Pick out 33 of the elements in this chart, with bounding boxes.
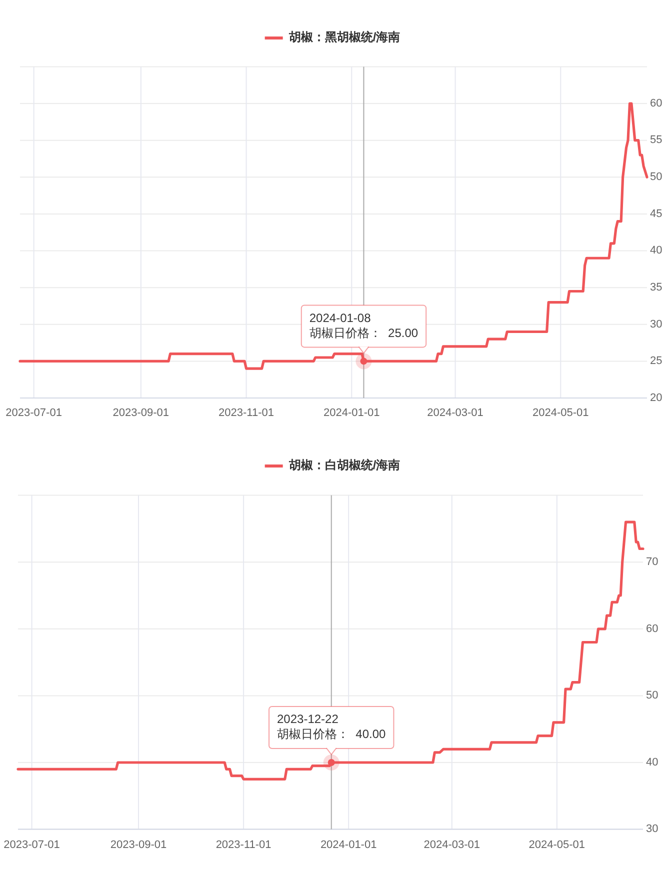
tooltip: 2024-01-08 胡椒日价格： 25.00 xyxy=(300,304,427,370)
legend-label: 胡椒：黑胡椒统/海南 xyxy=(288,30,400,44)
annotation: 2023-12-22 胡椒日价格： 40.00 xyxy=(277,712,386,742)
y-tick-label: 40 xyxy=(650,244,662,257)
x-tick-label: 2024-05-01 xyxy=(528,838,586,851)
x-tick-label: 2023-07-01 xyxy=(4,838,60,851)
y-tick-label: 55 xyxy=(650,134,662,146)
x-tick-label: 2023-11-01 xyxy=(216,838,272,851)
legend: 胡椒：白胡椒统/海南 xyxy=(264,458,400,472)
x-tick-label: 2024-03-01 xyxy=(427,406,484,419)
x-tick-label: 2024-01-01 xyxy=(320,838,377,851)
x-tick-label: 2023-09-01 xyxy=(112,406,170,419)
y-tick-label: 25 xyxy=(650,355,662,368)
y-tick-label: 30 xyxy=(646,823,658,836)
y-tick-label: 50 xyxy=(650,171,662,184)
y-tick-label: 60 xyxy=(650,97,662,110)
x-tick-label: 2024-05-01 xyxy=(532,406,589,419)
y-tick-label: 45 xyxy=(650,208,662,220)
y-tick-label: 35 xyxy=(650,281,662,294)
x-tick-label: 2024-03-01 xyxy=(424,838,480,851)
legend-label: 胡椒：白胡椒统/海南 xyxy=(288,458,400,472)
y-tick-label: 40 xyxy=(646,756,658,768)
x-tick-label: 2023-07-01 xyxy=(6,406,62,419)
y-tick-label: 30 xyxy=(650,318,662,330)
legend: 胡椒：黑胡椒统/海南 xyxy=(264,30,400,44)
y-tick-label: 20 xyxy=(650,392,662,404)
x-tick-label: 2023-09-01 xyxy=(110,838,167,851)
y-tick-label: 60 xyxy=(646,622,658,635)
y-tick-label: 70 xyxy=(646,556,658,568)
y-tick-label: 50 xyxy=(646,690,658,702)
x-tick-label: 2023-11-01 xyxy=(218,406,274,419)
annotation: 2024-01-08 胡椒日价格： 25.00 xyxy=(309,310,418,340)
x-tick-label: 2024-01-01 xyxy=(324,406,380,419)
